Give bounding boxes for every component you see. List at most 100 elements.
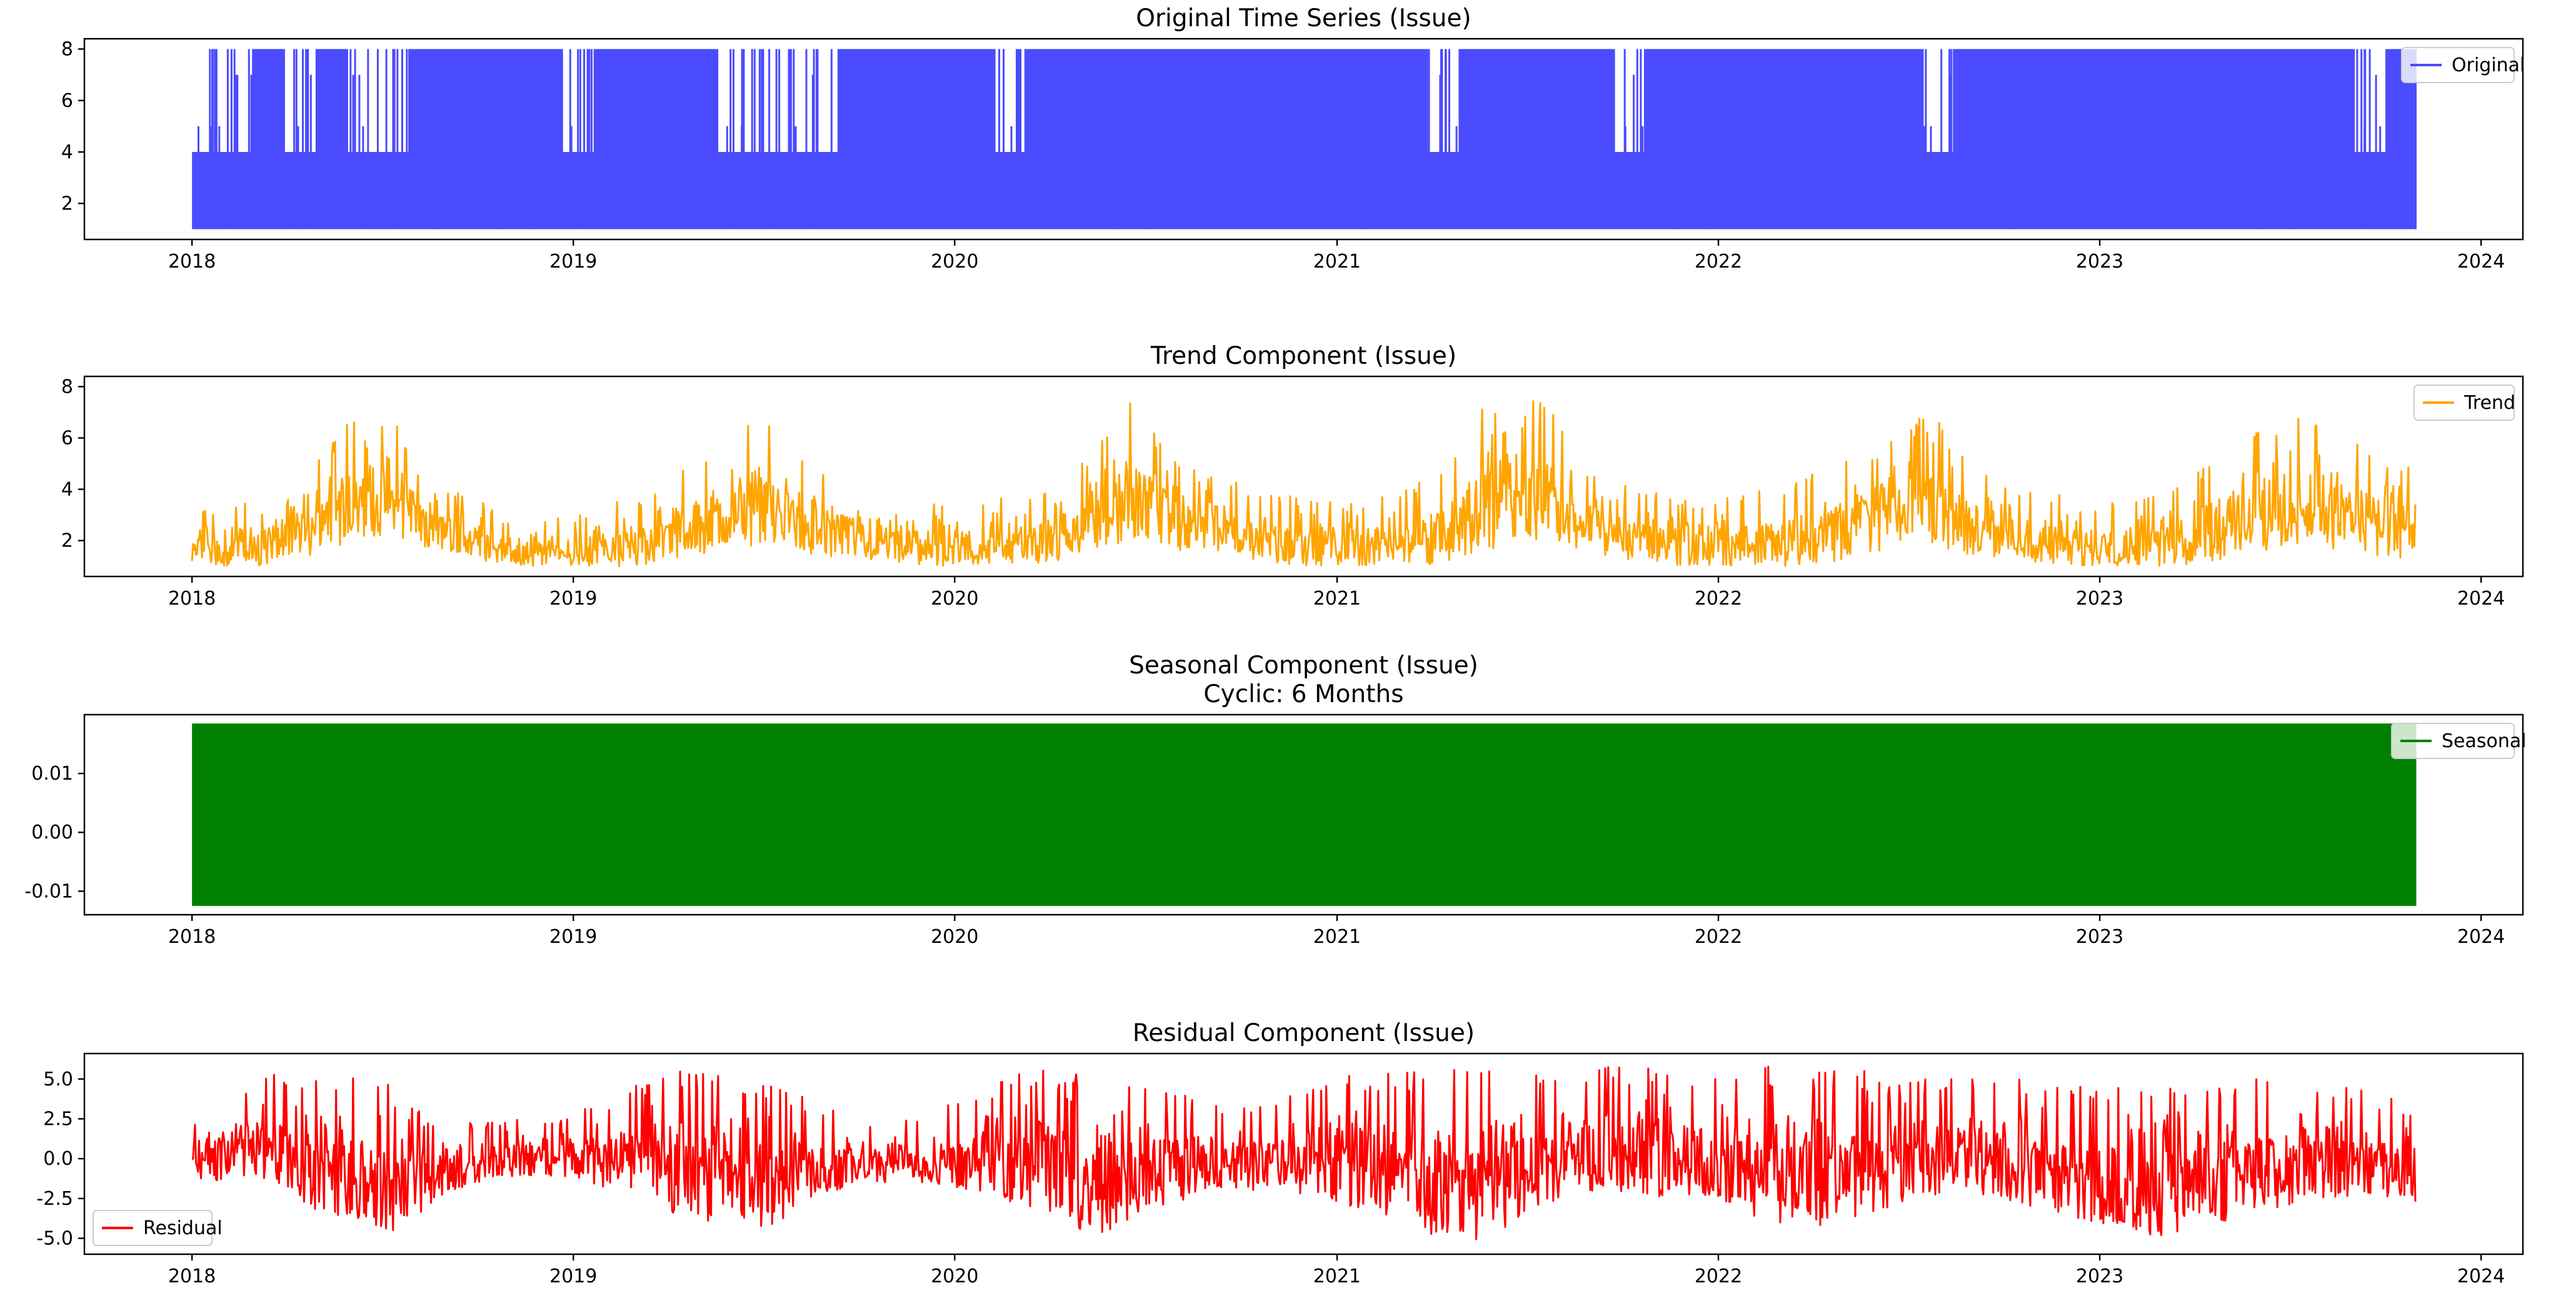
series-segment xyxy=(2200,49,2232,229)
series-seasonal xyxy=(192,723,2417,906)
series-spikes xyxy=(569,49,593,229)
x-tick-label: 2018 xyxy=(168,251,216,273)
legend-label: Seasonal xyxy=(2442,730,2527,752)
series-segment xyxy=(1396,49,1428,229)
y-tick-label: 0.0 xyxy=(43,1148,73,1170)
x-tick-label: 2023 xyxy=(2076,1265,2123,1287)
series-segment xyxy=(1242,49,1274,229)
series-segment xyxy=(2076,49,2108,229)
series-band xyxy=(192,723,2417,906)
x-tick-label: 2022 xyxy=(1695,926,1742,948)
series-segment xyxy=(1860,49,1892,229)
y-tick-label: 0.01 xyxy=(31,763,73,785)
x-tick-label: 2020 xyxy=(931,588,978,610)
x-tick-label: 2024 xyxy=(2457,588,2505,610)
series-segment xyxy=(315,49,347,229)
y-tick-label: -0.01 xyxy=(24,880,73,902)
y-tick-label: 6 xyxy=(61,90,73,112)
series-segment xyxy=(1891,49,1923,229)
x-tick-label: 2019 xyxy=(549,588,597,610)
series-trend xyxy=(191,400,2417,568)
legend-box xyxy=(2413,385,2515,421)
y-tick-label: 0.00 xyxy=(31,822,73,843)
series-segment xyxy=(902,49,934,229)
y-tick-label: 8 xyxy=(61,376,73,398)
panel-3: Seasonal Component (Issue)Cyclic: 6 Mont… xyxy=(24,652,2526,948)
legend: Original xyxy=(2401,47,2525,83)
series-segment xyxy=(2015,49,2046,229)
panel-title: Seasonal Component (Issue) xyxy=(1129,652,1478,680)
x-tick-label: 2024 xyxy=(2457,1265,2505,1287)
panel-title: Original Time Series (Issue) xyxy=(1136,4,1471,33)
series-segment xyxy=(253,49,285,229)
series-segment xyxy=(1520,49,1552,229)
series-segment xyxy=(1705,49,1737,229)
series-segment xyxy=(686,49,718,229)
y-tick-label: 4 xyxy=(61,141,73,163)
legend: Trend xyxy=(2413,385,2515,421)
x-tick-label: 2022 xyxy=(1695,1265,1742,1287)
series-segment xyxy=(501,49,533,229)
series-segment xyxy=(1829,49,1861,229)
x-tick-label: 2023 xyxy=(2076,251,2123,273)
series-segment xyxy=(1767,49,1799,229)
series-segment xyxy=(1118,49,1150,229)
y-tick-label: 2 xyxy=(61,530,73,552)
x-tick-label: 2019 xyxy=(549,251,597,273)
panel-title: Trend Component (Issue) xyxy=(1150,342,1456,370)
series-segment xyxy=(1088,49,1120,229)
x-tick-label: 2019 xyxy=(549,1265,597,1287)
series-segment xyxy=(1643,49,1675,229)
x-tick-label: 2024 xyxy=(2457,926,2505,948)
series-segment xyxy=(2262,49,2293,229)
panel-title: Residual Component (Issue) xyxy=(1133,1019,1475,1047)
legend: Seasonal xyxy=(2391,723,2527,759)
series-spikes xyxy=(376,49,408,229)
series-spikes xyxy=(346,49,369,229)
x-tick-label: 2021 xyxy=(1313,251,1361,273)
series-segment xyxy=(1953,49,1985,229)
series-segment xyxy=(964,49,996,229)
axes-frame xyxy=(83,713,2524,916)
x-tick-label: 2018 xyxy=(168,1265,216,1287)
series-segment xyxy=(2230,49,2262,229)
x-tick-label: 2021 xyxy=(1313,926,1361,948)
series-spikes xyxy=(1922,49,1953,229)
axes-frame xyxy=(83,375,2524,578)
x-tick-label: 2018 xyxy=(168,926,216,948)
series-spikes xyxy=(2356,49,2382,229)
axes-frame xyxy=(83,38,2524,241)
series-segment xyxy=(841,49,872,229)
series-line xyxy=(191,1065,2417,1240)
legend: Residual xyxy=(93,1210,223,1246)
legend-label: Residual xyxy=(143,1217,223,1239)
y-tick-label: -5.0 xyxy=(36,1228,73,1250)
x-tick-label: 2023 xyxy=(2076,926,2123,948)
series-original xyxy=(192,49,2417,229)
series-segment xyxy=(1026,49,1058,229)
y-tick-label: 4 xyxy=(61,479,73,501)
legend-box xyxy=(93,1210,213,1246)
series-segment xyxy=(1489,49,1521,229)
series-segment xyxy=(655,49,687,229)
series-segment xyxy=(1458,49,1490,229)
series-segment xyxy=(2107,49,2139,229)
series-spikes xyxy=(1428,49,1458,229)
series-segment xyxy=(1211,49,1243,229)
series-segment xyxy=(1983,49,2015,229)
series-segment xyxy=(1335,49,1366,229)
series-residual xyxy=(191,1065,2417,1240)
x-tick-label: 2020 xyxy=(931,1265,978,1287)
x-tick-label: 2020 xyxy=(931,251,978,273)
panel-4: Residual Component (Issue) 2018 2019 2020 20… xyxy=(36,1019,2524,1287)
series-segment xyxy=(1056,49,1088,229)
legend-label: Trend xyxy=(2463,392,2515,414)
series-segment xyxy=(469,49,501,229)
panel-1: Original Time Series (Issue) 2018 2019 2020… xyxy=(61,4,2525,273)
series-spikes xyxy=(998,49,1026,229)
series-spikes xyxy=(716,49,745,229)
series-segment xyxy=(1737,49,1768,229)
series-segment xyxy=(2045,49,2077,229)
y-tick-label: 6 xyxy=(61,427,73,449)
